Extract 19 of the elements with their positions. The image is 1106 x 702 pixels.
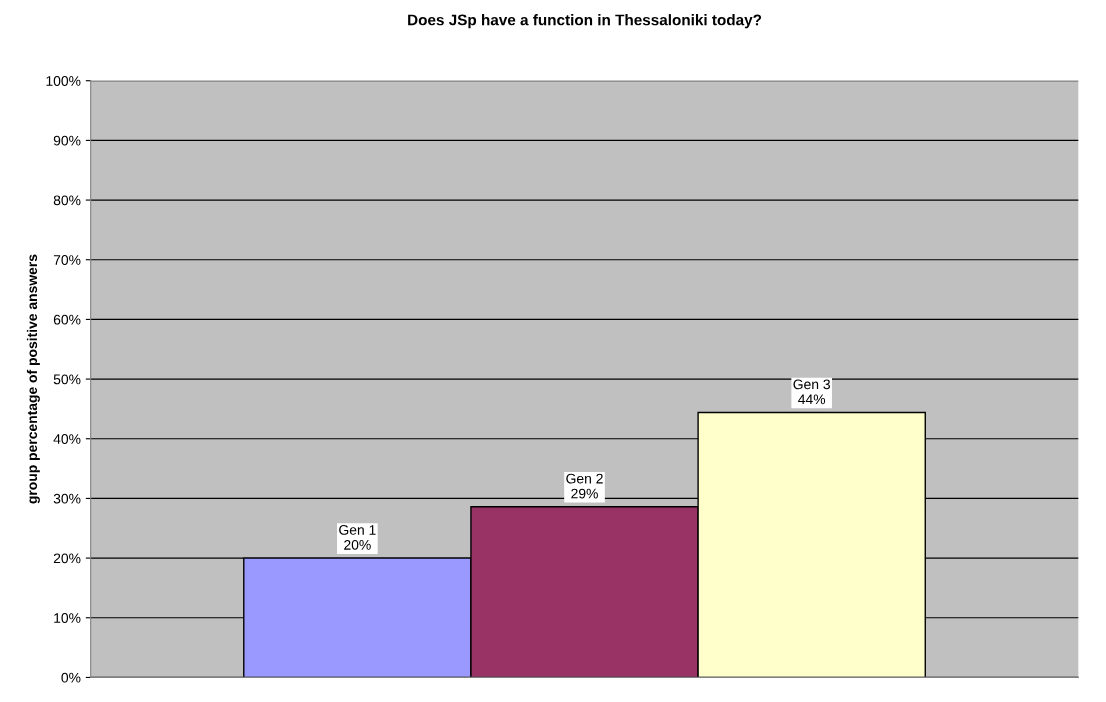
y-tick-label: 60% [53, 314, 81, 325]
data-label: 29% [571, 488, 598, 499]
y-tick-label: 40% [53, 434, 81, 444]
series-label: Gen 2 [566, 473, 603, 484]
data-label: 44% [798, 394, 826, 405]
y-tick-label: 80% [53, 195, 81, 206]
data-label: 20% [344, 539, 371, 550]
series-label: Gen 1 [339, 524, 376, 535]
y-tick-label: 90% [53, 135, 81, 146]
y-tick-label: 70% [53, 255, 81, 265]
y-tick-label: 30% [53, 493, 81, 504]
y-tick-label: 20% [53, 553, 81, 564]
chart-title: Does JSp have a function in Thessaloniki today? [408, 14, 762, 29]
y-tick-label: 0% [61, 672, 81, 683]
y-tick-label: 10% [54, 613, 81, 623]
y-tick-label: 50% [53, 374, 81, 385]
y-axis-title: group percentage of positive answers [26, 254, 40, 504]
y-tick-label: 100% [46, 76, 81, 86]
series-label: Gen 3 [793, 379, 830, 390]
